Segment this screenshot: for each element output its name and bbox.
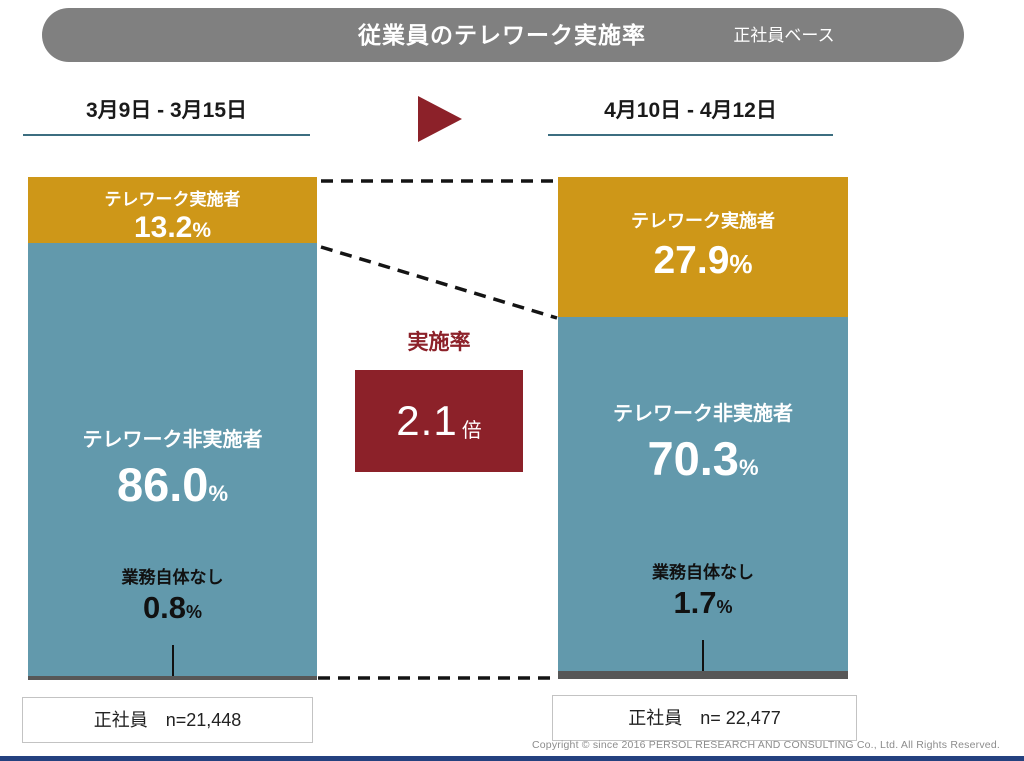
stacked-bar-before: テレワーク実施者 13.2% テレワーク非実施者 86.0% 業務自体なし 0.…	[28, 177, 317, 680]
header-banner: 従業員のテレワーク実施率 正社員ベース	[42, 8, 964, 62]
segment-non-telework-before	[28, 243, 317, 676]
percent-sign: %	[716, 597, 733, 617]
telework-value-after: 27.9	[653, 239, 730, 282]
page-title: 従業員のテレワーク実施率	[358, 22, 646, 48]
ratio-unit: 倍	[461, 419, 482, 442]
segment-no-work-before	[28, 675, 317, 680]
period-label-after: 4月10日 - 4月12日	[548, 92, 833, 136]
telework-label-before: テレワーク実施者 13.2%	[104, 190, 241, 244]
telework-label-after: テレワーク実施者 27.9%	[631, 211, 775, 282]
sample-size-before: 正社員 n=21,448	[22, 697, 313, 743]
pointer-tick-after	[702, 640, 704, 671]
ratio-value-box: 2.1 倍	[355, 370, 523, 472]
arrow-right-icon	[418, 96, 462, 142]
non-telework-value-after: 70.3	[647, 432, 739, 485]
no-work-value-before: 0.8	[142, 590, 187, 625]
no-work-value-after: 1.7	[673, 585, 717, 620]
sample-size-after: 正社員 n= 22,477	[552, 695, 857, 741]
segment-telework-after	[558, 177, 848, 318]
copyright-text: Copyright © since 2016 PERSOL RESEARCH A…	[531, 739, 1000, 751]
dashed-line-slope	[320, 245, 558, 320]
no-work-label-after: 業務自体なし 1.7%	[652, 563, 754, 620]
non-telework-label-before: テレワーク非実施者 86.0%	[82, 429, 263, 511]
percent-sign: %	[208, 481, 229, 506]
period-label-before: 3月9日 - 3月15日	[23, 92, 310, 136]
ratio-title: 実施率	[407, 331, 471, 354]
bottom-border	[0, 756, 1024, 761]
stacked-bar-after: テレワーク実施者 27.9% テレワーク非実施者 70.3% 業務自体なし 1.…	[558, 177, 848, 680]
percent-sign: %	[186, 602, 203, 622]
no-work-label-before: 業務自体なし 0.8%	[121, 568, 224, 625]
percent-sign: %	[729, 249, 753, 279]
telework-value-before: 13.2	[133, 211, 193, 244]
ratio-value: 2.1	[396, 397, 458, 444]
header-subtitle: 正社員ベース	[733, 26, 835, 45]
segment-telework-before	[28, 177, 317, 244]
segment-no-work-after	[558, 670, 848, 680]
pointer-tick-before	[171, 645, 174, 676]
percent-sign: %	[192, 219, 212, 242]
segment-non-telework-after	[558, 317, 848, 671]
percent-sign: %	[738, 455, 759, 480]
non-telework-value-before: 86.0	[116, 458, 209, 511]
non-telework-label-after: テレワーク非実施者 70.3%	[613, 403, 793, 485]
